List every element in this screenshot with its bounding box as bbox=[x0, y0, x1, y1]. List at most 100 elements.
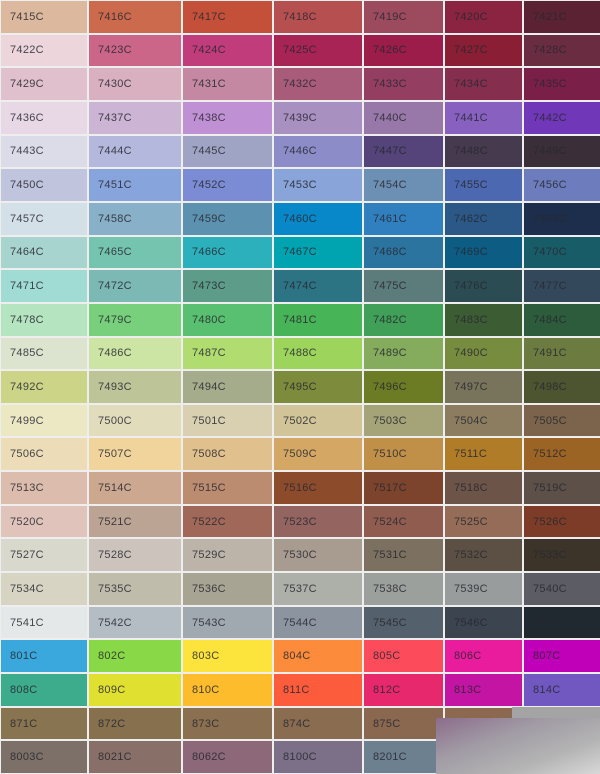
color-swatch: 7437C bbox=[89, 101, 181, 134]
swatch-label: 7430C bbox=[98, 78, 132, 91]
color-swatch: 7433C bbox=[364, 68, 443, 100]
swatch-label: 7458C bbox=[98, 212, 132, 225]
color-swatch: 7511C bbox=[445, 438, 522, 471]
color-swatch: 7442C bbox=[524, 101, 600, 134]
color-swatch: 7480C bbox=[183, 303, 272, 336]
color-swatch: 7501C bbox=[183, 404, 272, 437]
color-swatch: 7547C bbox=[524, 606, 600, 639]
swatch-label: 7503C bbox=[373, 414, 407, 427]
color-swatch: 7533C bbox=[524, 539, 600, 572]
color-swatch: 8100C bbox=[274, 741, 362, 773]
swatch-label: 7527C bbox=[10, 549, 44, 562]
overlay-patch bbox=[512, 707, 600, 719]
swatch-label: 7524C bbox=[373, 515, 407, 528]
swatch-label: 7459C bbox=[192, 212, 226, 225]
swatch-label: 7511C bbox=[454, 448, 488, 461]
color-swatch: 7545C bbox=[364, 606, 443, 639]
color-swatch: 810C bbox=[183, 674, 272, 706]
swatch-label: 7435C bbox=[533, 78, 567, 91]
color-swatch: 7529C bbox=[183, 539, 272, 572]
color-swatch: 7505C bbox=[524, 404, 600, 437]
color-swatch: 7445C bbox=[183, 135, 272, 168]
swatch-label: 7512C bbox=[533, 448, 567, 461]
color-swatch: 7415C bbox=[1, 1, 87, 33]
swatch-label: 7535C bbox=[98, 582, 132, 595]
color-swatch: 7472C bbox=[89, 270, 181, 302]
color-swatch: 7541C bbox=[1, 606, 87, 639]
color-swatch: 7490C bbox=[445, 337, 522, 370]
swatch-label: 7538C bbox=[373, 582, 407, 595]
swatch-label: 872C bbox=[98, 717, 126, 730]
swatch-label: 7509C bbox=[283, 448, 317, 461]
swatch-label: 7465C bbox=[98, 246, 132, 259]
swatch-label: 7496C bbox=[373, 380, 407, 393]
swatch-label: 8100C bbox=[283, 751, 317, 764]
swatch-label: 808C bbox=[10, 683, 38, 696]
swatch-label: 7514C bbox=[98, 481, 132, 494]
swatch-label: 7440C bbox=[373, 111, 407, 124]
color-swatch: 7486C bbox=[89, 337, 181, 370]
color-swatch: 7539C bbox=[445, 573, 522, 605]
color-swatch: 7453C bbox=[274, 169, 362, 201]
swatch-label: 7545C bbox=[373, 616, 407, 629]
swatch-label: 7508C bbox=[192, 448, 226, 461]
swatch-label: 8021C bbox=[98, 751, 132, 764]
color-swatch: 7521C bbox=[89, 505, 181, 538]
color-swatch: 7419C bbox=[364, 1, 443, 33]
swatch-label: 7506C bbox=[10, 448, 44, 461]
color-swatch: 809C bbox=[89, 674, 181, 706]
swatch-label: 7439C bbox=[283, 111, 317, 124]
color-swatch: 873C bbox=[183, 707, 272, 740]
color-swatch: 7479C bbox=[89, 303, 181, 336]
swatch-label: 7530C bbox=[283, 549, 317, 562]
color-swatch: 7446C bbox=[274, 135, 362, 168]
swatch-label: 7427C bbox=[454, 44, 488, 57]
swatch-label: 7497C bbox=[454, 380, 488, 393]
swatch-label: 7519C bbox=[533, 481, 567, 494]
color-swatch: 7522C bbox=[183, 505, 272, 538]
color-swatch: 7542C bbox=[89, 606, 181, 639]
color-swatch: 7420C bbox=[445, 1, 522, 33]
swatch-label: 809C bbox=[98, 683, 126, 696]
swatch-label: 8003C bbox=[10, 751, 44, 764]
swatch-label: 7540C bbox=[533, 582, 567, 595]
swatch-label: 7492C bbox=[10, 380, 44, 393]
swatch-label: 7447C bbox=[373, 145, 407, 158]
color-swatch: 7443C bbox=[1, 135, 87, 168]
swatch-label: 7421C bbox=[533, 10, 567, 23]
swatch-label: 805C bbox=[373, 650, 401, 663]
color-swatch: 7444C bbox=[89, 135, 181, 168]
swatch-label: 7522C bbox=[192, 515, 226, 528]
color-swatch: 7532C bbox=[445, 539, 522, 572]
color-swatch: 811C bbox=[274, 674, 362, 706]
color-swatch: 7424C bbox=[183, 34, 272, 67]
swatch-label: 7420C bbox=[454, 10, 488, 23]
swatch-label: 7456C bbox=[533, 179, 567, 192]
color-swatch: 7488C bbox=[274, 337, 362, 370]
color-swatch: 7457C bbox=[1, 202, 87, 235]
color-swatch: 7528C bbox=[89, 539, 181, 572]
swatch-label: 7494C bbox=[192, 380, 226, 393]
color-swatch: 7525C bbox=[445, 505, 522, 538]
swatch-label: 7490C bbox=[454, 347, 488, 360]
color-swatch: 7452C bbox=[183, 169, 272, 201]
swatch-label: 7442C bbox=[533, 111, 567, 124]
swatch-label: 7499C bbox=[10, 414, 44, 427]
swatch-label: 7528C bbox=[98, 549, 132, 562]
swatch-label: 7457C bbox=[10, 212, 44, 225]
color-swatch: 7535C bbox=[89, 573, 181, 605]
color-swatch: 804C bbox=[274, 640, 362, 673]
color-swatch: 7546C bbox=[445, 606, 522, 639]
swatch-label: 803C bbox=[192, 650, 220, 663]
color-swatch: 7434C bbox=[445, 68, 522, 100]
swatch-label: 7476C bbox=[454, 280, 488, 293]
swatch-label: 7544C bbox=[283, 616, 317, 629]
swatch-label: 7493C bbox=[98, 380, 132, 393]
color-swatch: 7506C bbox=[1, 438, 87, 471]
color-swatch: 7503C bbox=[364, 404, 443, 437]
swatch-label: 7517C bbox=[373, 481, 407, 494]
swatch-label: 7515C bbox=[192, 481, 226, 494]
color-swatch: 8021C bbox=[89, 741, 181, 773]
swatch-label: 813C bbox=[454, 683, 482, 696]
